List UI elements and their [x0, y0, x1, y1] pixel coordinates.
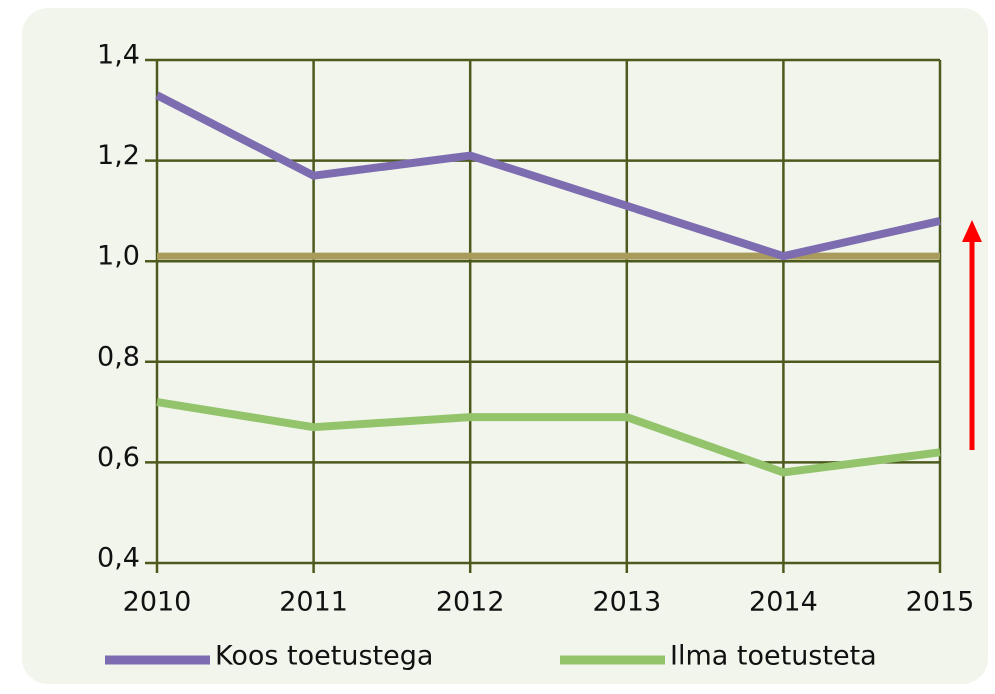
x-tick-label: 2015 — [906, 587, 975, 618]
x-tick-label: 2012 — [436, 587, 505, 618]
series-line — [155, 91, 941, 261]
y-tick-label: 1,0 — [97, 241, 140, 272]
y-tick-label: 1,4 — [97, 40, 140, 71]
x-tick-label: 2011 — [279, 587, 348, 618]
y-tick-label: 0,8 — [97, 341, 140, 372]
legend-label: Ilma toetusteta — [670, 641, 877, 672]
y-tick-label: 0,6 — [97, 442, 140, 473]
x-tick-label: 2013 — [592, 587, 661, 618]
series-line — [156, 398, 941, 477]
annotation-arrowhead — [962, 220, 982, 242]
x-tick-label: 2010 — [123, 587, 192, 618]
chart-background — [22, 8, 988, 684]
y-tick-label: 0,4 — [97, 543, 140, 574]
legend-label: Koos toetustega — [215, 641, 433, 672]
x-tick-label: 2014 — [749, 587, 818, 618]
y-tick-label: 1,2 — [97, 140, 140, 171]
